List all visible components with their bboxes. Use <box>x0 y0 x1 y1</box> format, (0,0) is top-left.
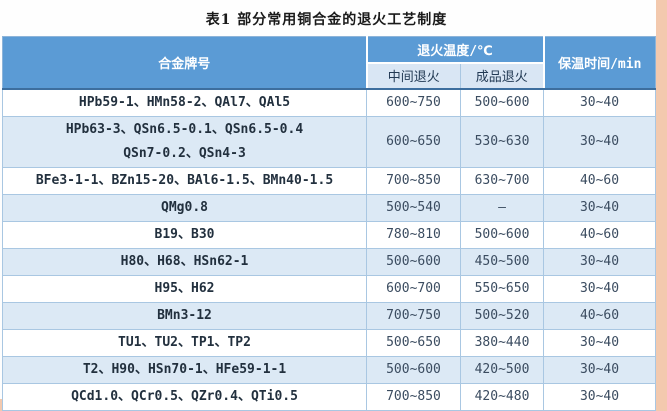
finished-annealing-temp-cell: 500~600 <box>459 220 545 249</box>
table-row: H80、H68、HSn62-1 500~600 450~500 30~40 <box>2 247 657 276</box>
intermediate-annealing-temp-cell: 500~600 <box>366 355 461 384</box>
annealing-process-table: 合金牌号 退火温度/℃ 保温时间/min 中间退火 成品退火 HPb59-1、H… <box>2 36 657 411</box>
table-row: HPb59-1、HMn58-2、QAl7、QAl5 600~750 500~60… <box>2 88 657 117</box>
holding-time-cell: 30~40 <box>543 328 657 357</box>
column-header-intermediate-annealing: 中间退火 <box>366 62 461 90</box>
table-row: H95、H62 600~700 550~650 30~40 <box>2 274 657 303</box>
table-row: BFe3-1-1、BZn15-20、BAl6-1.5、BMn40-1.5 700… <box>2 166 657 195</box>
column-header-alloy-grade: 合金牌号 <box>2 36 368 90</box>
intermediate-annealing-temp-cell: 600~700 <box>366 274 461 303</box>
table-row: TU1、TU2、TP1、TP2 500~650 380~440 30~40 <box>2 328 657 357</box>
alloy-grade-cell: B19、B30 <box>2 220 367 249</box>
finished-annealing-temp-cell: – <box>459 193 545 222</box>
alloy-grade-cell: H80、H68、HSn62-1 <box>2 247 367 276</box>
alloy-grade-cell: BFe3-1-1、BZn15-20、BAl6-1.5、BMn40-1.5 <box>2 166 367 195</box>
finished-annealing-temp-cell: 420~500 <box>459 355 545 384</box>
intermediate-annealing-temp-cell: 700~850 <box>366 166 461 195</box>
table-row: HPb63-3、QSn6.5-0.1、QSn6.5-0.4 QSn7-0.2、Q… <box>2 115 657 168</box>
table-caption: 表1 部分常用铜合金的退火工艺制度 <box>205 12 448 28</box>
intermediate-annealing-temp-cell: 500~600 <box>366 247 461 276</box>
alloy-grade-cell: T2、H90、HSn70-1、HFe59-1-1 <box>2 355 367 384</box>
intermediate-annealing-temp-cell: 600~750 <box>366 88 461 117</box>
finished-annealing-temp-cell: 450~500 <box>459 247 545 276</box>
intermediate-annealing-temp-cell: 780~810 <box>366 220 461 249</box>
table-row: BMn3-12 700~750 500~520 40~60 <box>2 301 657 330</box>
holding-time-cell: 40~60 <box>543 301 657 330</box>
table-row: B19、B30 780~810 500~600 40~60 <box>2 220 657 249</box>
intermediate-annealing-temp-cell: 700~750 <box>366 301 461 330</box>
finished-annealing-temp-cell: 500~520 <box>459 301 545 330</box>
alloy-grade-cell: HPb59-1、HMn58-2、QAl7、QAl5 <box>2 88 367 117</box>
holding-time-cell: 30~40 <box>543 115 657 168</box>
intermediate-annealing-temp-cell: 500~540 <box>366 193 461 222</box>
intermediate-annealing-temp-cell: 600~650 <box>366 115 461 168</box>
finished-annealing-temp-cell: 630~700 <box>459 166 545 195</box>
holding-time-cell: 30~40 <box>543 193 657 222</box>
alloy-grade-cell: H95、H62 <box>2 274 367 303</box>
holding-time-cell: 30~40 <box>543 355 657 384</box>
holding-time-cell: 30~40 <box>543 88 657 117</box>
header-row-sub: 中间退火 成品退火 <box>3 62 656 90</box>
header-row-top: 合金牌号 退火温度/℃ 保温时间/min <box>2 36 657 90</box>
finished-annealing-temp-cell: 530~630 <box>459 115 545 168</box>
holding-time-cell: 30~40 <box>543 274 657 303</box>
table-body: HPb59-1、HMn58-2、QAl7、QAl5 600~750 500~60… <box>2 88 657 411</box>
finished-annealing-temp-cell: 380~440 <box>459 328 545 357</box>
holding-time-cell: 40~60 <box>543 166 657 195</box>
holding-time-cell: 30~40 <box>543 247 657 276</box>
alloy-grade-cell: HPb63-3、QSn6.5-0.1、QSn6.5-0.4 QSn7-0.2、Q… <box>2 115 367 168</box>
alloy-grade-cell: BMn3-12 <box>2 301 367 330</box>
finished-annealing-temp-cell: 550~650 <box>459 274 545 303</box>
column-header-finished-annealing: 成品退火 <box>459 62 545 90</box>
table-row: T2、H90、HSn70-1、HFe59-1-1 500~600 420~500… <box>2 355 657 384</box>
alloy-grade-cell: QMg0.8 <box>2 193 367 222</box>
holding-time-cell: 40~60 <box>543 220 657 249</box>
table-header: 合金牌号 退火温度/℃ 保温时间/min 中间退火 成品退火 <box>2 36 657 90</box>
intermediate-annealing-temp-cell: 500~650 <box>366 328 461 357</box>
finished-annealing-temp-cell: 500~600 <box>459 88 545 117</box>
alloy-grade-cell: TU1、TU2、TP1、TP2 <box>2 328 367 357</box>
column-header-annealing-temperature: 退火温度/℃ <box>365 36 545 64</box>
table-row: QMg0.8 500~540 – 30~40 <box>2 193 657 222</box>
column-header-holding-time: 保温时间/min <box>542 36 657 90</box>
